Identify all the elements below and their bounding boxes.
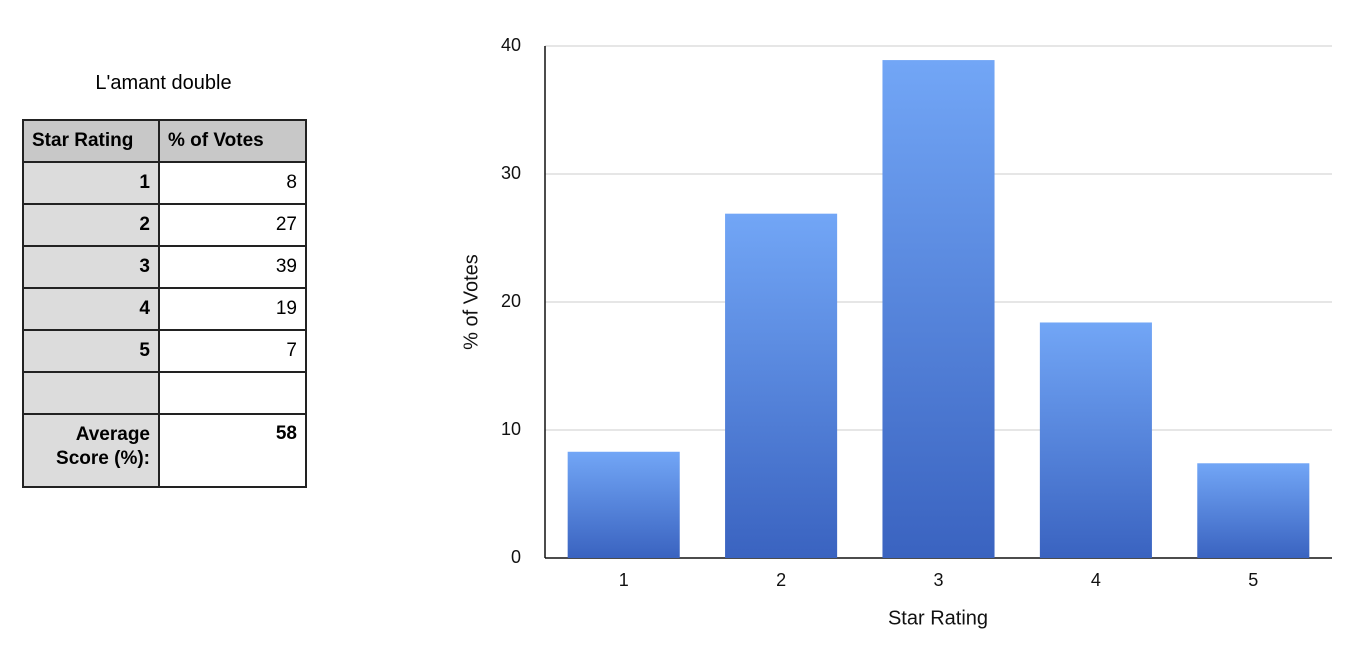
y-tick-label: 0 [511, 547, 521, 567]
header-cell: % of Votes [158, 119, 307, 163]
average-value: 58 [158, 413, 307, 488]
table-title: L'amant double [95, 72, 232, 94]
rows: 1 8 2 27 3 39 4 19 5 7 [22, 161, 307, 373]
votes-cell: 8 [158, 161, 307, 205]
average-label: Average Score (%): [22, 413, 160, 488]
y-tick-label: 40 [501, 35, 521, 55]
votes-cell: 27 [158, 203, 307, 247]
cell [22, 371, 160, 415]
row: 4 19 [22, 287, 307, 331]
average-label-text: Average Score (%): [56, 424, 150, 469]
star-cell: 3 [22, 245, 160, 289]
y-tick-label: 10 [501, 419, 521, 439]
star-cell: 1 [22, 161, 160, 205]
star-cell: 2 [22, 203, 160, 247]
header-cell: Star Rating [22, 119, 160, 163]
x-tick-label: 1 [619, 570, 629, 590]
bar [1197, 463, 1310, 558]
votes-cell: 39 [158, 245, 307, 289]
row: 3 39 [22, 245, 307, 289]
average-row: Average Score (%): 58 [22, 413, 307, 488]
x-tick-label: 5 [1248, 570, 1258, 590]
x-tick-label: 2 [776, 570, 786, 590]
x-tick-label: 3 [933, 570, 943, 590]
bar [725, 213, 838, 558]
star-cell: 4 [22, 287, 160, 331]
y-tick-label: 20 [501, 291, 521, 311]
x-axis-label: Star Rating [888, 607, 988, 629]
bar [567, 451, 680, 558]
cell [158, 371, 307, 415]
star-cell: 5 [22, 329, 160, 373]
empty-row [22, 371, 307, 415]
row: 2 27 [22, 203, 307, 247]
y-tick-label: 30 [501, 163, 521, 183]
votes-cell: 19 [158, 287, 307, 331]
header-row: Star Rating % of Votes [22, 119, 307, 163]
rating-table: Star Rating % of Votes 1 8 2 27 3 39 4 19 5 7 Ave… [22, 119, 307, 488]
bar [882, 60, 995, 558]
y-axis-label: % of Votes [460, 254, 482, 350]
x-tick-label: 4 [1091, 570, 1101, 590]
bar [1039, 322, 1152, 558]
votes-cell: 7 [158, 329, 307, 373]
